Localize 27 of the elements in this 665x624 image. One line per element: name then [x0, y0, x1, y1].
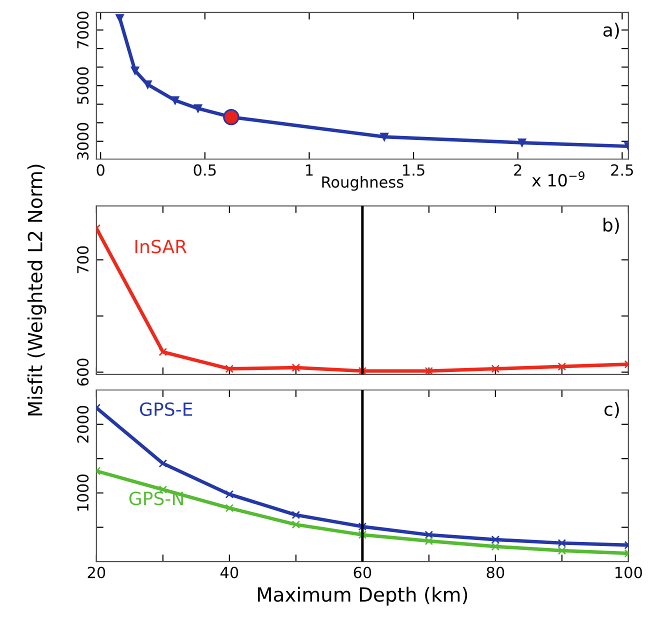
x-tick-label: 2 [514, 164, 522, 176]
annotation: a) [603, 22, 619, 39]
x-tick-label: 0.5 [194, 164, 216, 176]
x-tick-label: 80 [486, 566, 504, 578]
x-tick-label: 60 [354, 566, 372, 578]
y-tick-label: 1000 [77, 474, 89, 511]
x-tick-label: 100 [616, 566, 642, 578]
text: x 10$^{−9}$ [532, 171, 584, 187]
annotation: c) [604, 402, 619, 418]
y-tick-label: 600 [77, 358, 89, 386]
y-tick-label: 5000 [77, 67, 89, 104]
x-tick-label: 40 [220, 566, 238, 578]
y-axis-title: Misfit (Weighted L2 Norm) [27, 164, 46, 416]
annotation: b) [604, 218, 619, 234]
series-label: GPS-E [140, 402, 192, 416]
x-tick-label: 20 [88, 566, 106, 578]
series-label: InSAR [135, 240, 187, 254]
y-tick-label: 7000 [77, 12, 89, 48]
x-tick-label: 1.5 [403, 164, 424, 176]
x-axis-title: Maximum Depth (km) [258, 586, 468, 606]
y-tick-label: 700 [77, 246, 89, 274]
x-tick-label: 2.5 [611, 164, 633, 176]
y-tick-label: 2000 [77, 406, 89, 443]
x-tick-label: 1 [306, 164, 313, 176]
y-tick-label: 3000 [77, 122, 89, 160]
x-axis-title: Roughness [322, 176, 404, 191]
x-tick-label: 0 [96, 164, 104, 176]
